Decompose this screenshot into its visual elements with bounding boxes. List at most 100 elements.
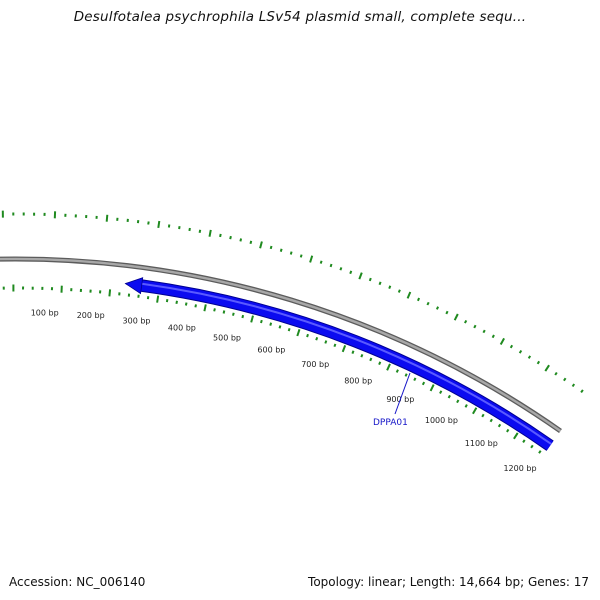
gc-outer-mark <box>259 241 263 249</box>
gc-outer-mark <box>482 329 486 334</box>
gc-inner-mark <box>481 413 485 418</box>
gc-inner-mark <box>315 336 319 341</box>
gc-inner-mark <box>489 418 493 423</box>
gc-outer-mark <box>279 248 283 252</box>
gc-inner-mark <box>456 399 460 404</box>
gc-outer-mark <box>229 235 232 240</box>
gc-outer-mark <box>473 324 477 329</box>
gc-outer-mark <box>239 238 243 242</box>
gc-outer-mark <box>378 281 382 286</box>
map-title: Desulfotalea psychrophila LSv54 plasmid … <box>73 9 527 25</box>
tick-label: 500 bp <box>213 334 241 343</box>
gene-label-leader <box>394 372 411 415</box>
gc-outer-mark <box>299 254 303 258</box>
gc-inner-mark <box>497 423 502 428</box>
gc-inner-mark <box>530 444 534 449</box>
tick-label: 800 bp <box>344 376 372 385</box>
gc-inner-mark <box>378 361 382 365</box>
gc-inner-mark <box>464 404 468 408</box>
gc-inner-mark <box>404 373 408 377</box>
gc-inner-mark <box>429 384 435 392</box>
gc-inner-mark <box>222 310 226 314</box>
tick-label: 100 bp <box>31 309 59 318</box>
gc-outer-mark <box>544 364 550 372</box>
tick-label: 400 bp <box>168 324 196 333</box>
gc-inner-mark <box>213 308 216 312</box>
sequence-backbone <box>0 256 562 434</box>
gc-outer-mark <box>358 272 363 280</box>
gc-outer-mark <box>368 277 372 282</box>
gene-body-outline <box>140 279 554 451</box>
gc-outer-mark <box>491 334 495 339</box>
gc-inner-mark <box>156 295 160 303</box>
gc-inner-mark <box>232 312 235 316</box>
gc-inner-mark <box>369 357 373 362</box>
gc-outer-mark <box>518 349 523 354</box>
gc-inner-mark <box>278 325 282 329</box>
gc-outer-mark <box>406 291 412 299</box>
gc-inner-mark <box>421 381 426 386</box>
tick-label: 600 bp <box>257 346 285 355</box>
gc-inner-mark <box>287 327 291 332</box>
gc-outer-mark <box>147 221 150 225</box>
gc-outer-mark <box>329 263 333 268</box>
gene-arrow-dppa01[interactable] <box>124 277 554 451</box>
gc-inner-mark <box>108 289 112 297</box>
backbone-line <box>0 257 562 432</box>
tick-label: 200 bp <box>77 311 105 320</box>
gc-outer-mark <box>249 240 253 245</box>
gene-label-dppa01[interactable]: DPPA01 <box>373 418 408 428</box>
gc-outer-mark <box>527 355 532 359</box>
gc-outer-mark <box>536 360 541 365</box>
gc-inner-mark <box>506 428 510 433</box>
gc-inner-mark <box>395 369 399 373</box>
gc-outer-mark <box>319 260 323 264</box>
gc-inner-mark <box>439 390 443 394</box>
gc-outer-mark <box>464 319 468 324</box>
gc-inner-mark <box>203 304 207 312</box>
gc-track-outer <box>1 210 584 393</box>
accession-text: Accession: NC_006140 <box>9 575 146 589</box>
gc-inner-mark <box>522 439 526 443</box>
gc-outer-mark <box>339 267 343 271</box>
gc-outer-mark <box>198 229 202 233</box>
gc-outer-mark <box>435 306 440 310</box>
gene-highlight <box>141 282 552 445</box>
gc-outer-mark <box>208 229 212 237</box>
gc-outer-mark <box>563 377 567 382</box>
gc-inner-mark <box>413 377 417 382</box>
gc-inner-mark <box>165 299 169 303</box>
gc-inner-mark <box>324 340 328 344</box>
gc-inner-mark <box>333 343 337 348</box>
gc-inner-mark <box>296 328 301 337</box>
gc-outer-mark <box>289 251 293 255</box>
gc-outer-mark <box>309 255 314 263</box>
gc-inner-mark <box>260 319 263 324</box>
tick-label: 1200 bp <box>503 464 536 473</box>
tick-label: 700 bp <box>301 360 329 369</box>
gc-outer-mark <box>349 270 353 275</box>
gc-outer-mark <box>426 301 430 306</box>
gc-inner-mark <box>351 350 355 354</box>
gc-inner-mark <box>513 432 519 440</box>
gc-inner-mark <box>241 314 245 319</box>
gc-outer-mark <box>416 297 421 302</box>
gc-inner-mark <box>341 345 347 353</box>
gc-track-inner <box>2 284 542 454</box>
gc-inner-mark <box>269 322 273 326</box>
gene-body <box>140 280 554 451</box>
gc-inner-mark <box>184 302 188 306</box>
tick-label: 1000 bp <box>425 416 458 425</box>
gc-inner-mark <box>538 450 542 454</box>
gc-outer-mark <box>269 245 273 250</box>
gc-outer-mark <box>571 383 576 388</box>
gc-inner-mark <box>194 304 197 308</box>
gc-outer-mark <box>105 214 109 222</box>
tick-label: 1100 bp <box>465 439 498 448</box>
gc-outer-mark <box>445 310 449 315</box>
gc-outer-mark <box>580 389 584 393</box>
gc-inner-mark <box>447 394 451 399</box>
gc-outer-mark <box>388 285 392 289</box>
tick-label: 300 bp <box>123 316 151 325</box>
